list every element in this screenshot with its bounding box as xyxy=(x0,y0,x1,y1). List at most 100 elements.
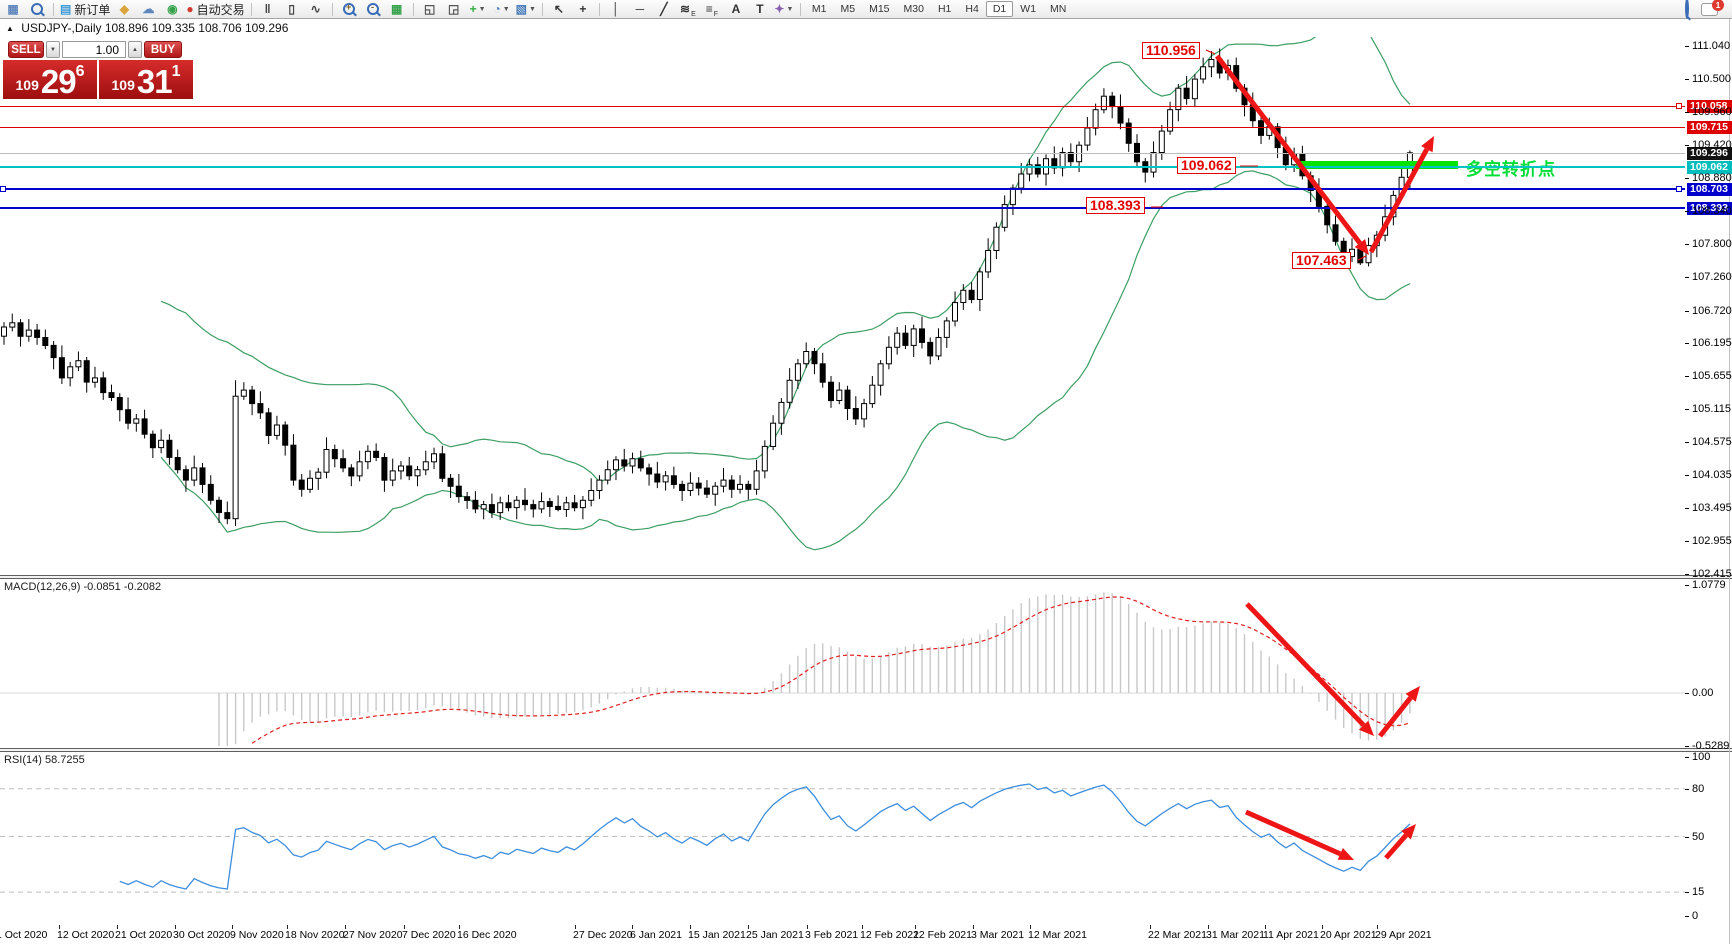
text-label-icon[interactable]: T xyxy=(749,0,771,19)
profiles-icon[interactable]: ◆ xyxy=(113,0,135,19)
autotrading-button[interactable]: ● 自动交易 xyxy=(186,2,245,17)
volume-down-button[interactable]: ▼ xyxy=(46,41,60,58)
line-handle[interactable] xyxy=(1676,186,1682,192)
market-watch-icon[interactable] xyxy=(26,0,48,19)
price-level-line-109.062[interactable] xyxy=(0,166,1685,168)
rsi-levels xyxy=(0,788,1685,893)
ask-price-panel[interactable]: 109 31 1 xyxy=(99,60,193,99)
pane-separator[interactable] xyxy=(0,748,1732,752)
y-tick xyxy=(1685,244,1689,245)
collapse-one-click-icon[interactable]: ▲ xyxy=(6,24,14,33)
candlestick-plot[interactable] xyxy=(0,37,1685,575)
crosshair-icon[interactable]: + xyxy=(572,0,594,19)
notifications-icon[interactable]: 1 xyxy=(1701,0,1724,16)
x-tick xyxy=(175,925,176,929)
bid-price-panel[interactable]: 109 29 6 xyxy=(3,60,97,99)
price-level-line-108.703[interactable] xyxy=(0,188,1685,190)
equidistant-channel-icon: ≋ xyxy=(680,2,691,16)
candlestick-chart-icon[interactable]: ▯ xyxy=(281,0,303,19)
toolbar-separator xyxy=(598,2,600,16)
sell-button[interactable]: SELL xyxy=(8,41,44,58)
timeframe-m5[interactable]: M5 xyxy=(840,3,856,15)
x-tick-label: 21 Oct 2020 xyxy=(115,929,173,941)
timeframe-m1[interactable]: M1 xyxy=(811,3,827,15)
price-level-line-108.393[interactable] xyxy=(0,207,1685,209)
add-indicator-icon[interactable]: + ▼ xyxy=(469,2,486,16)
volume-up-button[interactable]: ▲ xyxy=(128,41,142,58)
price-level-line-110.058[interactable] xyxy=(0,106,1685,107)
rsi-plot[interactable] xyxy=(0,752,1685,925)
tile-windows-icon[interactable]: ▦ xyxy=(386,0,408,19)
equidistant-channel-icon[interactable]: ≋ E xyxy=(680,2,696,18)
line-handle[interactable] xyxy=(1676,103,1682,109)
toolbar-separator xyxy=(799,2,801,16)
price-callout-107.463[interactable]: 107.463 xyxy=(1292,252,1351,269)
x-tick xyxy=(287,925,288,929)
toolbar-separator xyxy=(250,2,252,16)
vline-icon[interactable]: │ xyxy=(605,0,627,19)
signals-icon[interactable]: ◉ xyxy=(161,0,183,19)
zoom-in-icon[interactable]: + xyxy=(338,0,360,19)
indicator-list-icon[interactable]: ◲ xyxy=(443,0,465,19)
bar-chart-icon[interactable]: ‖ xyxy=(257,0,279,19)
new-order-button[interactable]: ▤ 新订单 xyxy=(60,2,111,17)
macd-tick xyxy=(1685,585,1689,586)
x-tick xyxy=(232,925,233,929)
buy-button[interactable]: BUY xyxy=(144,41,182,58)
zoom-out-icon[interactable]: - xyxy=(362,0,384,19)
indicator-window-icon: ◱ xyxy=(423,2,436,16)
price-callout-110.956[interactable]: 110.956 xyxy=(1142,42,1200,59)
period-icon: ◔ xyxy=(493,2,501,16)
x-tick xyxy=(1150,925,1151,929)
timeframe-mn[interactable]: MN xyxy=(1050,3,1067,15)
x-tick xyxy=(1030,925,1031,929)
fibonacci-icon[interactable]: ≡ F xyxy=(705,2,719,18)
pane-separator[interactable] xyxy=(0,575,1732,579)
macd-tick-label: 1.0779 xyxy=(1692,579,1726,591)
timeframe-d1[interactable]: D1 xyxy=(985,1,1014,17)
volume-input[interactable] xyxy=(62,41,126,58)
timeframe-h4[interactable]: H4 xyxy=(965,3,979,15)
terminal-icon[interactable]: ☁ xyxy=(137,0,159,19)
text-label-icon: T xyxy=(756,2,764,16)
timeframe-m15[interactable]: M15 xyxy=(869,3,890,15)
price-callout-108.393[interactable]: 108.393 xyxy=(1086,197,1145,214)
y-tick-label: 111.040 xyxy=(1692,40,1731,52)
x-tick xyxy=(404,925,405,929)
macd-plot[interactable] xyxy=(0,579,1685,748)
terminal-icon: ☁ xyxy=(142,2,155,16)
y-tick-label: 106.720 xyxy=(1692,305,1732,317)
macd-label: MACD(12,26,9) -0.0851 -0.2082 xyxy=(4,581,162,593)
line-chart-icon[interactable]: ∿ xyxy=(305,0,327,19)
chart-window-icon[interactable]: ▦ xyxy=(2,0,24,19)
x-tick-label: 27 Dec 2020 xyxy=(573,929,633,941)
arrows-icon: ✦ xyxy=(774,2,785,16)
price-badge-108.393: 108.393 xyxy=(1687,202,1732,215)
timeframe-w1[interactable]: W1 xyxy=(1020,3,1037,15)
x-tick-label: 31 Mar 2021 xyxy=(1206,929,1265,941)
x-tick xyxy=(575,925,576,929)
x-tick-label: 20 Apr 2021 xyxy=(1320,929,1377,941)
timeframe-m30[interactable]: M30 xyxy=(903,3,924,15)
candlestick-chart-icon: ▯ xyxy=(288,2,295,16)
price-callout-109.062[interactable]: 109.062 xyxy=(1177,157,1236,174)
period-icon[interactable]: ◔ ▼ xyxy=(493,2,510,16)
y-tick-label: 106.195 xyxy=(1692,337,1732,349)
search-icon[interactable] xyxy=(1685,0,1689,19)
cursor-icon[interactable]: ↖ xyxy=(548,0,570,19)
trendline-icon[interactable]: ╱ xyxy=(653,0,675,19)
indicator-window-icon[interactable]: ◱ xyxy=(419,0,441,19)
x-tick-label: 1 Oct 2020 xyxy=(0,929,48,941)
price-level-line-109.715[interactable] xyxy=(0,127,1685,128)
price-level-line-109.296[interactable] xyxy=(0,153,1685,154)
hline-icon[interactable]: ─ xyxy=(629,0,651,19)
arrows-icon[interactable]: ✦ ▼ xyxy=(774,2,794,16)
template-icon[interactable]: ▧ ▼ xyxy=(515,2,536,16)
line-handle[interactable] xyxy=(0,186,6,192)
text-icon[interactable]: A xyxy=(725,0,747,19)
rsi-label: RSI(14) 58.7255 xyxy=(4,754,85,766)
turning-point-note[interactable]: 多空转折点 xyxy=(1466,160,1556,179)
timeframe-h1[interactable]: H1 xyxy=(937,3,952,15)
x-tick-label: 30 Oct 2020 xyxy=(173,929,231,941)
